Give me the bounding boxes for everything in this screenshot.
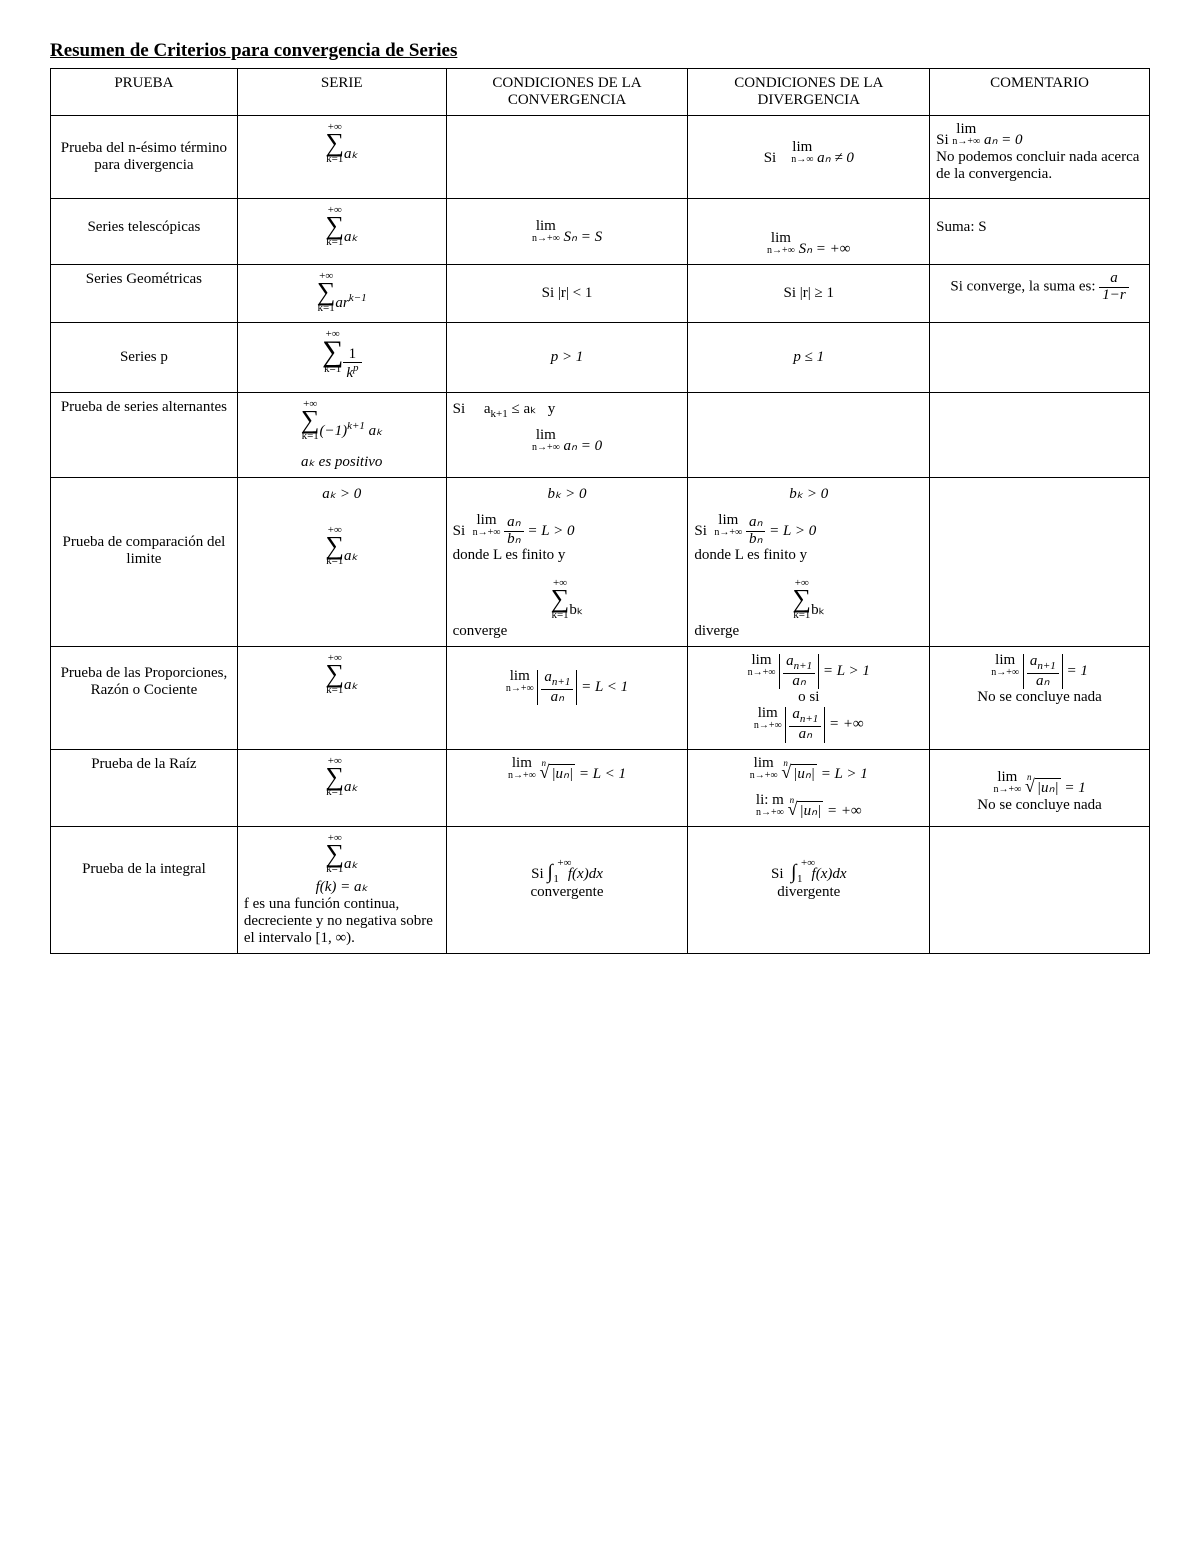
prueba-cell: Prueba de comparación del limite: [51, 477, 238, 647]
prueba-cell: Series p: [51, 322, 238, 392]
div-cell: [688, 392, 930, 477]
prueba-cell: Prueba de la integral: [51, 826, 238, 954]
criteria-table: PRUEBA SERIE CONDICIONES DE LA CONVERGEN…: [50, 68, 1150, 954]
div-cell: limn→+∞ an+1aₙ = L > 1 o si limn→+∞ an+1…: [688, 647, 930, 749]
serie-cell: +∞ ∑ k=1 aₖ: [237, 116, 446, 199]
div-cell: p ≤ 1: [688, 322, 930, 392]
col-prueba: PRUEBA: [51, 69, 238, 116]
table-row: Series Geométricas +∞ ∑ k=1 ark−1 Si |r|…: [51, 265, 1150, 323]
com-cell: [930, 322, 1150, 392]
table-row: Series telescópicas +∞ ∑ k=1 aₖ limn→+∞ …: [51, 199, 1150, 265]
prueba-cell: Series telescópicas: [51, 199, 238, 265]
conv-cell: limn→+∞ an+1aₙ = L < 1: [446, 647, 688, 749]
com-cell: [930, 392, 1150, 477]
div-cell: Si |r| ≥ 1: [688, 265, 930, 323]
conv-cell: limn→+∞ Sₙ = S: [446, 199, 688, 265]
table-row: Series p +∞ ∑ k=1 1kp p > 1 p ≤ 1: [51, 322, 1150, 392]
col-comentario: COMENTARIO: [930, 69, 1150, 116]
conv-cell: Si ∫1+∞ f(x)dx convergente: [446, 826, 688, 954]
table-row: Prueba de series alternantes +∞ ∑ k=1 (−…: [51, 392, 1150, 477]
com-cell: limn→+∞ an+1aₙ = 1 No se concluye nada: [930, 647, 1150, 749]
div-cell: limn→+∞ n√|uₙ| = L > 1 li: mn→+∞ n√|uₙ| …: [688, 749, 930, 826]
serie-cell: +∞ ∑ k=1 (−1)k+1 aₖ aₖ es positivo: [237, 392, 446, 477]
page-title: Resumen de Criterios para convergencia d…: [50, 40, 1150, 62]
conv-cell: p > 1: [446, 322, 688, 392]
div-cell: Si ∫1+∞ f(x)dx divergente: [688, 826, 930, 954]
prueba-cell: Prueba del n-ésimo término para divergen…: [51, 116, 238, 199]
com-cell: [930, 826, 1150, 954]
table-row: Prueba de la Raíz +∞ ∑ k=1 aₖ limn→+∞ n√…: [51, 749, 1150, 826]
com-cell: Suma: S: [930, 199, 1150, 265]
table-row: Prueba del n-ésimo término para divergen…: [51, 116, 1150, 199]
div-cell: limn→+∞ Sₙ = +∞: [688, 199, 930, 265]
serie-cell: +∞ ∑ k=1 aₖ f(k) = aₖ f es una función c…: [237, 826, 446, 954]
serie-cell: +∞ ∑ k=1 aₖ: [237, 199, 446, 265]
div-cell: bₖ > 0 Si limn→+∞ aₙbₙ = L > 0 donde L e…: [688, 477, 930, 647]
conv-cell: Si |r| < 1: [446, 265, 688, 323]
div-cell: Si limn→∞ aₙ ≠ 0: [688, 116, 930, 199]
com-cell: limn→+∞ n√|uₙ| = 1 No se concluye nada: [930, 749, 1150, 826]
col-serie: SERIE: [237, 69, 446, 116]
col-divergencia: CONDICIONES DE LA DIVERGENCIA: [688, 69, 930, 116]
prueba-cell: Prueba de series alternantes: [51, 392, 238, 477]
serie-cell: +∞ ∑ k=1 1kp: [237, 322, 446, 392]
serie-cell: aₖ > 0 +∞ ∑ k=1 aₖ: [237, 477, 446, 647]
prueba-cell: Prueba de la Raíz: [51, 749, 238, 826]
conv-cell: bₖ > 0 Si limn→+∞ aₙbₙ = L > 0 donde L e…: [446, 477, 688, 647]
serie-cell: +∞ ∑ k=1 ark−1: [237, 265, 446, 323]
com-cell: [930, 477, 1150, 647]
conv-cell: Si ak+1 ≤ aₖ y limn→+∞ aₙ = 0: [446, 392, 688, 477]
table-row: Prueba de las Proporciones, Razón o Coci…: [51, 647, 1150, 749]
prueba-cell: Prueba de las Proporciones, Razón o Coci…: [51, 647, 238, 749]
serie-cell: +∞ ∑ k=1 aₖ: [237, 749, 446, 826]
table-header-row: PRUEBA SERIE CONDICIONES DE LA CONVERGEN…: [51, 69, 1150, 116]
conv-cell: [446, 116, 688, 199]
com-cell: Si limn→+∞ aₙ = 0 No podemos concluir na…: [930, 116, 1150, 199]
table-row: Prueba de la integral +∞ ∑ k=1 aₖ f(k) =…: [51, 826, 1150, 954]
com-cell: Si converge, la suma es: a1−r: [930, 265, 1150, 323]
table-row: Prueba de comparación del limite aₖ > 0 …: [51, 477, 1150, 647]
conv-cell: limn→+∞ n√|uₙ| = L < 1: [446, 749, 688, 826]
col-convergencia: CONDICIONES DE LA CONVERGENCIA: [446, 69, 688, 116]
serie-cell: +∞ ∑ k=1 aₖ: [237, 647, 446, 749]
prueba-cell: Series Geométricas: [51, 265, 238, 323]
